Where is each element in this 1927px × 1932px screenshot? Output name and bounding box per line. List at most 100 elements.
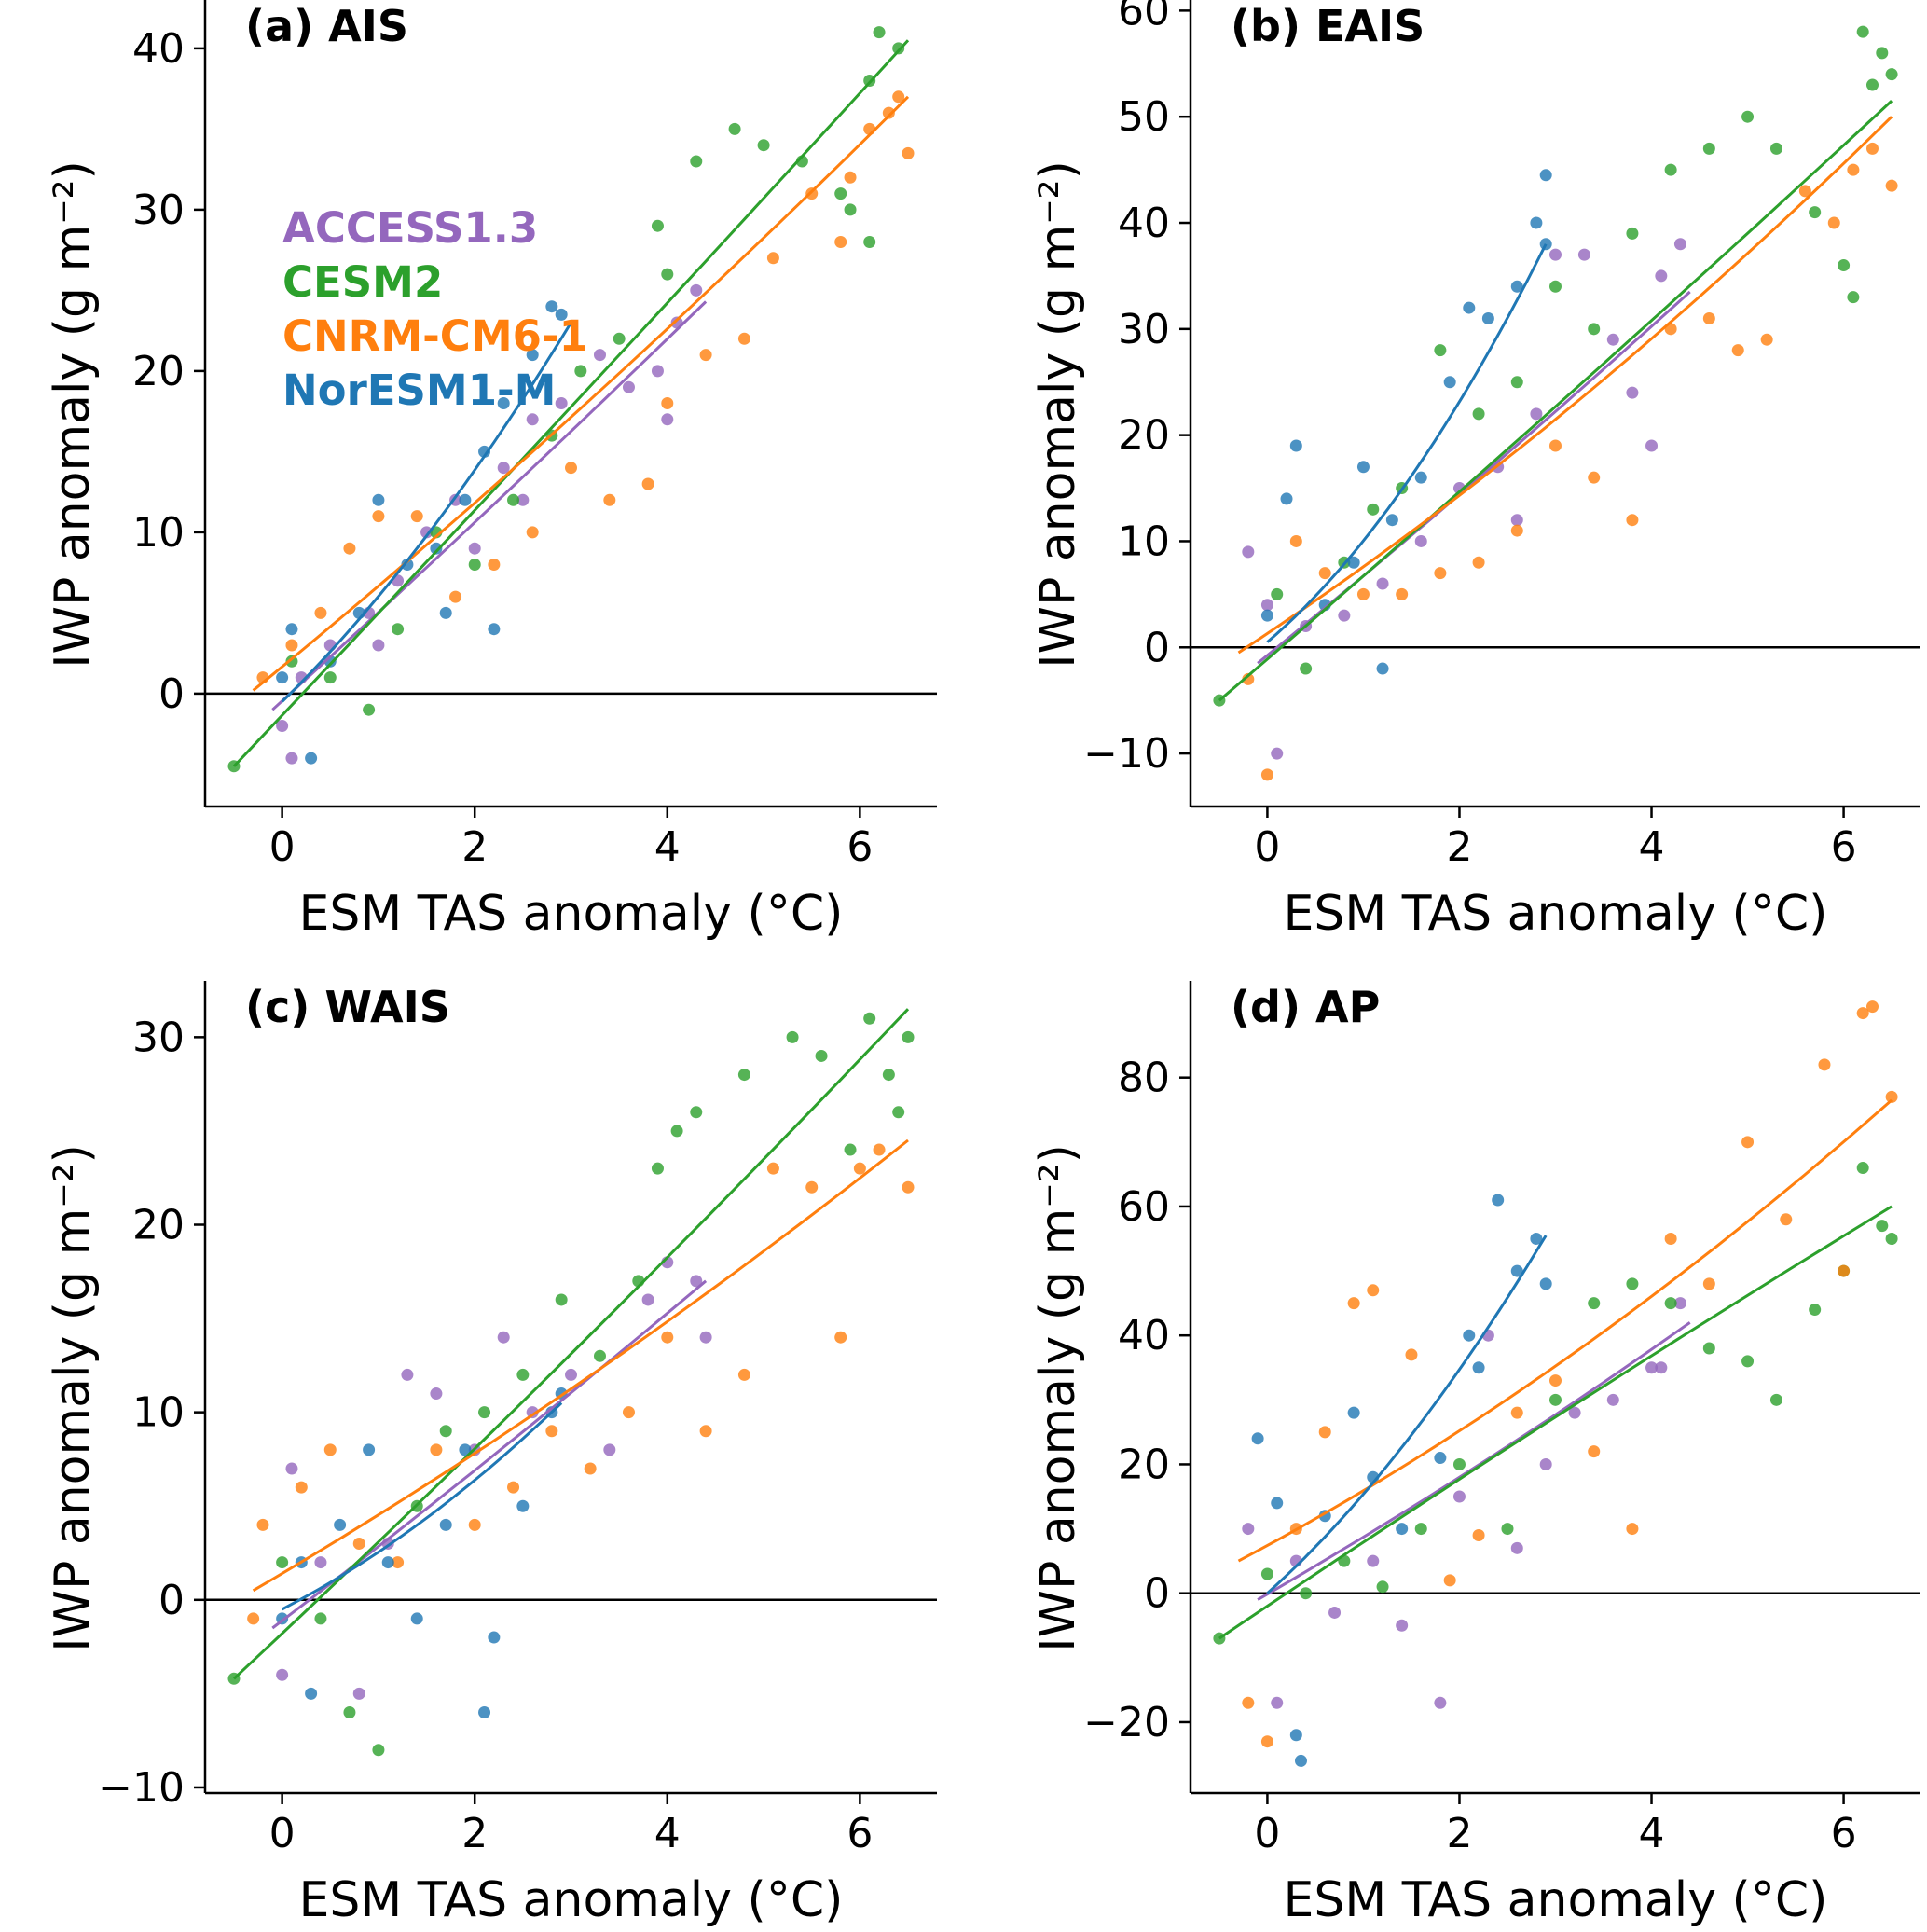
data-point	[844, 203, 857, 216]
data-point	[323, 671, 337, 684]
data-point	[1356, 461, 1370, 474]
data-point	[834, 1331, 847, 1344]
data-point	[247, 1612, 260, 1625]
data-point	[593, 349, 606, 362]
x-axis-title: ESM TAS anomaly (°C)	[299, 1872, 844, 1928]
data-point	[593, 1349, 606, 1362]
data-point	[1588, 471, 1601, 484]
data-point	[1809, 1304, 1822, 1317]
data-point	[516, 1368, 530, 1381]
data-point	[401, 559, 414, 571]
y-tick-label: 20	[132, 348, 185, 395]
data-point	[603, 1443, 616, 1456]
y-tick-label: 10	[132, 1389, 185, 1437]
data-point	[1510, 280, 1523, 293]
data-point	[285, 623, 298, 636]
fit-line-noresm1-m	[1266, 243, 1548, 643]
data-point	[1328, 1606, 1342, 1619]
fit-line-noresm1-m	[281, 322, 572, 703]
y-tick-label: 40	[1118, 200, 1170, 247]
data-point	[1664, 1297, 1677, 1310]
data-point	[1626, 1523, 1639, 1536]
data-point	[497, 462, 510, 475]
data-point	[1376, 577, 1389, 590]
data-point	[401, 1368, 414, 1381]
data-point	[1769, 1393, 1782, 1406]
fit-line-cesm2	[1218, 1205, 1893, 1640]
data-point	[651, 219, 664, 232]
data-point	[1242, 672, 1255, 685]
panel-b-eais: 0 2 4 6 −10 0 10 20 30 40 50 60 ESM TAS anomaly (°C)…	[1030, 0, 1920, 942]
data-point	[1271, 1497, 1284, 1510]
data-point	[555, 1293, 568, 1306]
data-point	[488, 559, 501, 571]
panel-d-ap: 0 2 4 6 −20 0 20 40 60 80 ESM TAS anomaly (°C) IWP …	[1030, 981, 1920, 1928]
data-point	[1702, 1342, 1715, 1355]
data-point	[468, 1518, 481, 1531]
series-noresm1-m	[1251, 1194, 1552, 1767]
data-point	[1294, 1754, 1307, 1767]
data-point	[641, 477, 654, 490]
data-point	[1289, 439, 1302, 452]
y-tick-label: 10	[132, 509, 185, 557]
data-point	[728, 122, 741, 135]
y-axis-title: IWP anomaly (g m⁻²)	[45, 160, 101, 669]
data-point	[478, 1706, 491, 1719]
data-point	[690, 155, 703, 168]
data-point	[1434, 344, 1447, 357]
panel-a-ais: 0 2 4 6 0 10 20 30 40 ESM TAS anomaly (°C) IWP ano…	[45, 0, 937, 942]
data-point	[1809, 206, 1822, 219]
data-point	[1847, 163, 1860, 176]
data-point	[786, 1030, 799, 1043]
data-point	[574, 365, 587, 378]
panel-title-a-ais: (a) AIS	[245, 1, 408, 51]
data-point	[372, 1744, 385, 1757]
data-point	[651, 1162, 664, 1175]
data-point	[834, 236, 847, 248]
data-point	[343, 542, 356, 555]
data-point	[1367, 1284, 1380, 1297]
data-point	[276, 1556, 289, 1569]
y-tick-label: 20	[132, 1202, 185, 1249]
data-point	[1481, 311, 1494, 324]
data-point	[1510, 376, 1523, 389]
data-point	[276, 671, 289, 684]
data-point	[1530, 216, 1543, 229]
data-point	[516, 1499, 530, 1512]
data-point	[1856, 25, 1869, 38]
data-point	[1741, 1136, 1755, 1149]
data-point	[314, 606, 327, 619]
x-tick-label: 6	[847, 1810, 873, 1857]
data-point	[1731, 344, 1744, 357]
data-point	[507, 493, 520, 506]
fit-line-cnrm-cm6-1	[252, 1138, 909, 1593]
y-tick-label: 0	[158, 670, 185, 718]
data-point	[1769, 142, 1782, 155]
data-point	[497, 1331, 510, 1344]
data-point	[1885, 179, 1898, 192]
data-point	[545, 1425, 558, 1438]
data-point	[1673, 1297, 1686, 1310]
series-access1-3	[276, 1256, 712, 1700]
y-tick-label: 80	[1118, 1055, 1170, 1102]
data-point	[381, 1556, 394, 1569]
data-point	[844, 1143, 857, 1156]
x-axis-title: ESM TAS anomaly (°C)	[1284, 1872, 1828, 1928]
data-point	[1501, 1523, 1514, 1536]
data-point	[555, 397, 568, 409]
series-noresm1-m	[1260, 169, 1552, 675]
data-point	[439, 1518, 452, 1531]
data-point	[766, 1162, 779, 1175]
y-tick-label: 20	[1118, 1441, 1170, 1488]
data-point	[1271, 747, 1284, 760]
data-point	[295, 1481, 308, 1494]
data-point	[902, 1180, 915, 1194]
data-point	[1510, 1406, 1523, 1419]
data-point	[1280, 492, 1293, 505]
y-tick-label: 0	[158, 1577, 185, 1624]
x-tick-label: 2	[1446, 823, 1472, 871]
data-point	[565, 1368, 577, 1381]
data-point	[1818, 1058, 1831, 1071]
data-point	[410, 1612, 423, 1625]
data-point	[1367, 503, 1380, 516]
